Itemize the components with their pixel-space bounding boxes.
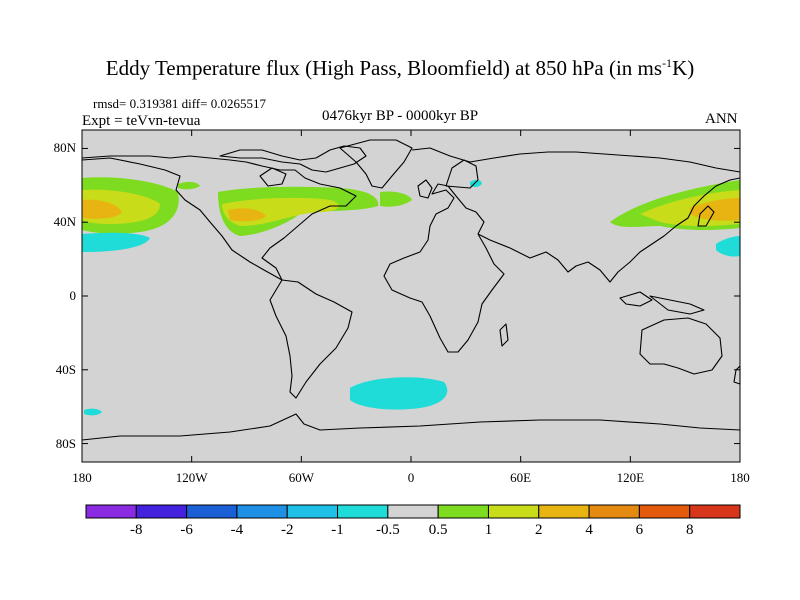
colorbar-swatch (337, 504, 389, 519)
coastline (697, 205, 715, 227)
lon-label: 120E (616, 470, 645, 485)
coastline (259, 167, 287, 187)
colorbar-label: -4 (230, 522, 244, 538)
colorbar-label: 2 (535, 522, 543, 538)
season-label: ANN (705, 111, 738, 127)
colorbar-label: 6 (635, 522, 644, 538)
anomaly-region (380, 191, 412, 207)
colorbar-swatch (387, 504, 439, 519)
colorbar-label: 0.5 (428, 522, 448, 538)
colorbar-label: -6 (180, 522, 193, 538)
coastline (619, 291, 653, 307)
lat-label: 40S (55, 361, 76, 377)
lon-label: 60W (288, 470, 314, 485)
colorbar (85, 504, 741, 519)
colorbar-swatch (135, 504, 188, 519)
period-label: 0476kyr BP - 0000kyr BP (322, 108, 479, 124)
coastline (445, 159, 479, 189)
anomaly-region (84, 408, 102, 416)
coastline (219, 145, 367, 173)
colorbar-label: -0.5 (375, 522, 400, 538)
coastline (81, 155, 357, 281)
colorbar-swatch (487, 504, 540, 519)
lon-label: 0 (407, 470, 415, 485)
map-background (82, 130, 740, 462)
anomaly-region (690, 198, 740, 221)
colorbar-swatch (85, 504, 137, 519)
coastline (417, 179, 433, 199)
lon-label: 180 (730, 470, 750, 485)
stats-label: rmsd= 0.319381 diff= 0.0265517 (93, 96, 266, 111)
coastline (383, 183, 505, 353)
colorbar-swatch (638, 504, 691, 519)
colorbar-label: 8 (685, 522, 694, 538)
coastline (477, 177, 741, 283)
lon-label: 120W (175, 470, 208, 485)
coastlines (81, 139, 741, 441)
anomaly-region (178, 181, 200, 190)
coastline (649, 295, 705, 315)
coastline (81, 413, 741, 441)
lat-label: 40N (53, 214, 76, 230)
colorbar-swatch (236, 504, 288, 519)
colorbar-swatch (588, 504, 640, 519)
colorbar-label: -1 (331, 522, 344, 538)
anomaly-region (82, 199, 122, 219)
experiment-label: Expt = teVvn-tevua (82, 113, 201, 129)
colorbar-swatch (186, 504, 238, 519)
coastline (411, 147, 741, 173)
anomaly-region (82, 232, 150, 252)
lon-label: 180 (72, 470, 92, 485)
colorbar-label: 4 (585, 522, 593, 538)
colorbar-label: -2 (280, 522, 294, 538)
anomaly-region (716, 236, 740, 257)
anomaly-region (228, 208, 266, 222)
coastline (339, 139, 413, 189)
colorbar-label: 1 (484, 522, 493, 538)
coastline (639, 317, 723, 375)
anomaly-region (350, 377, 448, 410)
colorbar-label: -8 (130, 522, 143, 538)
colorbar-swatch (437, 504, 489, 519)
lat-label: 80N (53, 140, 76, 156)
colorbar-swatch (689, 504, 741, 519)
lat-label: 0 (69, 288, 77, 303)
coastline (499, 323, 509, 347)
colorbar-swatch (286, 504, 339, 519)
anomaly-fields (82, 177, 740, 416)
coastline (269, 279, 353, 399)
lat-label: 80S (55, 435, 76, 451)
map-panel (82, 130, 740, 462)
lon-label: 60E (510, 470, 532, 485)
plot-title: Eddy Temperature flux (High Pass, Bloomf… (105, 56, 695, 80)
colorbar-swatch (538, 504, 590, 519)
